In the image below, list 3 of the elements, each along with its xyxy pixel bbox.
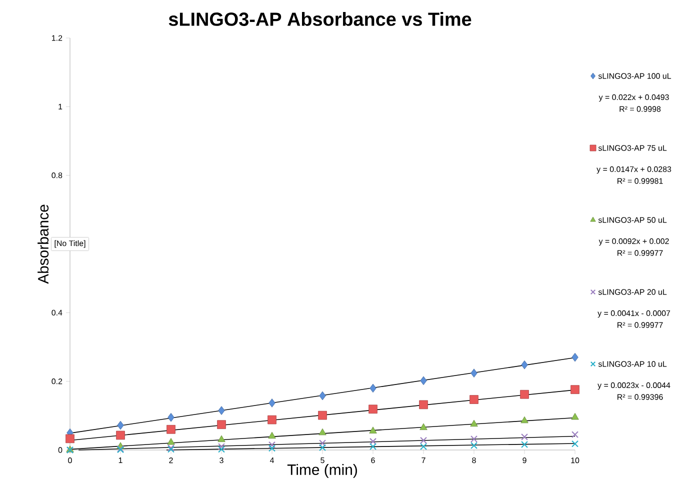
y-axis-title: Absorbance — [38, 204, 49, 284]
chart-title: sLINGO3-AP Absorbance vs Time — [168, 12, 472, 26]
x-axis-title: Time (min) — [287, 464, 357, 478]
